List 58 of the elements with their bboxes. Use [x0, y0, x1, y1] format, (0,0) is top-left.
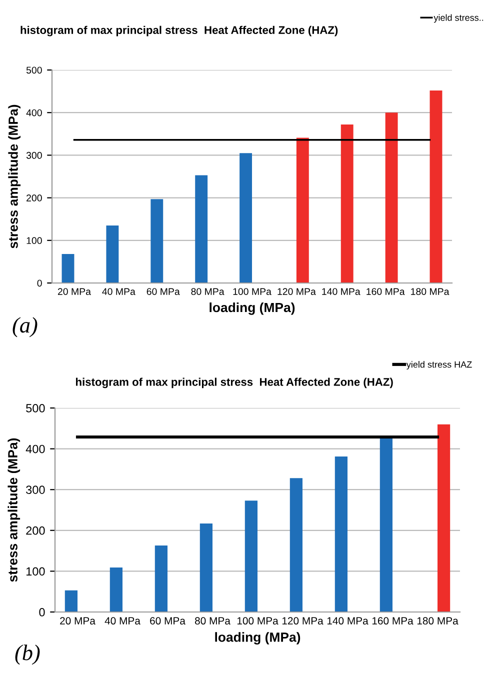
bar — [200, 523, 212, 612]
y-tick-label: 0 — [39, 608, 45, 616]
bar — [385, 112, 398, 283]
x-tick-label: 40 MPa — [104, 617, 140, 625]
y-tick-label: 500 — [26, 404, 45, 412]
bar — [110, 568, 122, 612]
y-axis-title: stress amplitude (MPa) — [8, 104, 21, 248]
bar — [340, 124, 354, 283]
x-tick-label: 160 MPa — [372, 617, 414, 625]
bar — [334, 456, 348, 612]
x-tick-label: 60 MPa — [146, 288, 180, 295]
bar — [150, 199, 164, 283]
x-axis-title: loading (MPa) — [210, 302, 295, 315]
x-tick-label: 100 MPa — [233, 288, 272, 295]
x-tick-label: 180 MPa — [411, 288, 450, 295]
x-tick-label: 140 MPa — [322, 288, 360, 295]
x-tick-label: 20 MPa — [58, 288, 91, 295]
y-tick-label: 400 — [26, 109, 42, 116]
x-tick-label: 60 MPa — [150, 617, 186, 625]
bar — [290, 478, 302, 612]
bar — [154, 545, 168, 612]
x-tick-label: 140 MPa — [327, 617, 368, 625]
x-tick-label: 100 MPa — [237, 617, 278, 625]
bar — [380, 437, 392, 612]
chart-title: histogram of max principal stress Heat Affected Zone (HAZ) — [76, 378, 393, 388]
legend-label: yield stress.. — [434, 14, 484, 23]
x-axis-title: loading (MPa) — [215, 632, 300, 644]
x-tick-label: 20 MPa — [60, 617, 96, 625]
bar — [106, 225, 119, 283]
bar — [62, 254, 74, 283]
x-tick-label: 80 MPa — [191, 288, 224, 295]
y-axis-title: stress amplitude (MPa) — [8, 438, 20, 582]
x-tick-label: 40 MPa — [102, 288, 136, 295]
text: (a) — [12, 317, 38, 338]
x-tick-label: 120 MPa — [282, 617, 324, 625]
legend-label: yield stress HAZ — [406, 361, 472, 370]
bar — [64, 590, 78, 612]
y-tick-label: 200 — [26, 526, 45, 535]
bar — [438, 424, 450, 612]
chart-title: histogram of max principal stress Heat Affected Zone (HAZ) — [20, 26, 338, 36]
y-tick-label: 300 — [26, 486, 45, 494]
y-tick-label: 200 — [26, 194, 42, 202]
y-tick-label: 300 — [26, 152, 42, 159]
bar — [430, 90, 442, 283]
bar — [296, 138, 309, 283]
y-tick-label: 100 — [26, 237, 42, 244]
x-tick-label: 120 MPa — [278, 288, 316, 295]
y-tick-label: 500 — [26, 66, 42, 74]
bar — [195, 175, 208, 283]
bar — [240, 153, 252, 283]
y-tick-label: 100 — [26, 567, 45, 576]
bar — [244, 500, 258, 612]
x-tick-label: 80 MPa — [195, 617, 230, 625]
x-tick-label: 160 MPa — [366, 288, 405, 295]
text: (b) — [15, 644, 40, 665]
x-tick-label: 180 MPa — [417, 617, 458, 625]
y-tick-label: 400 — [26, 444, 45, 454]
y-tick-label: 0 — [37, 280, 42, 287]
